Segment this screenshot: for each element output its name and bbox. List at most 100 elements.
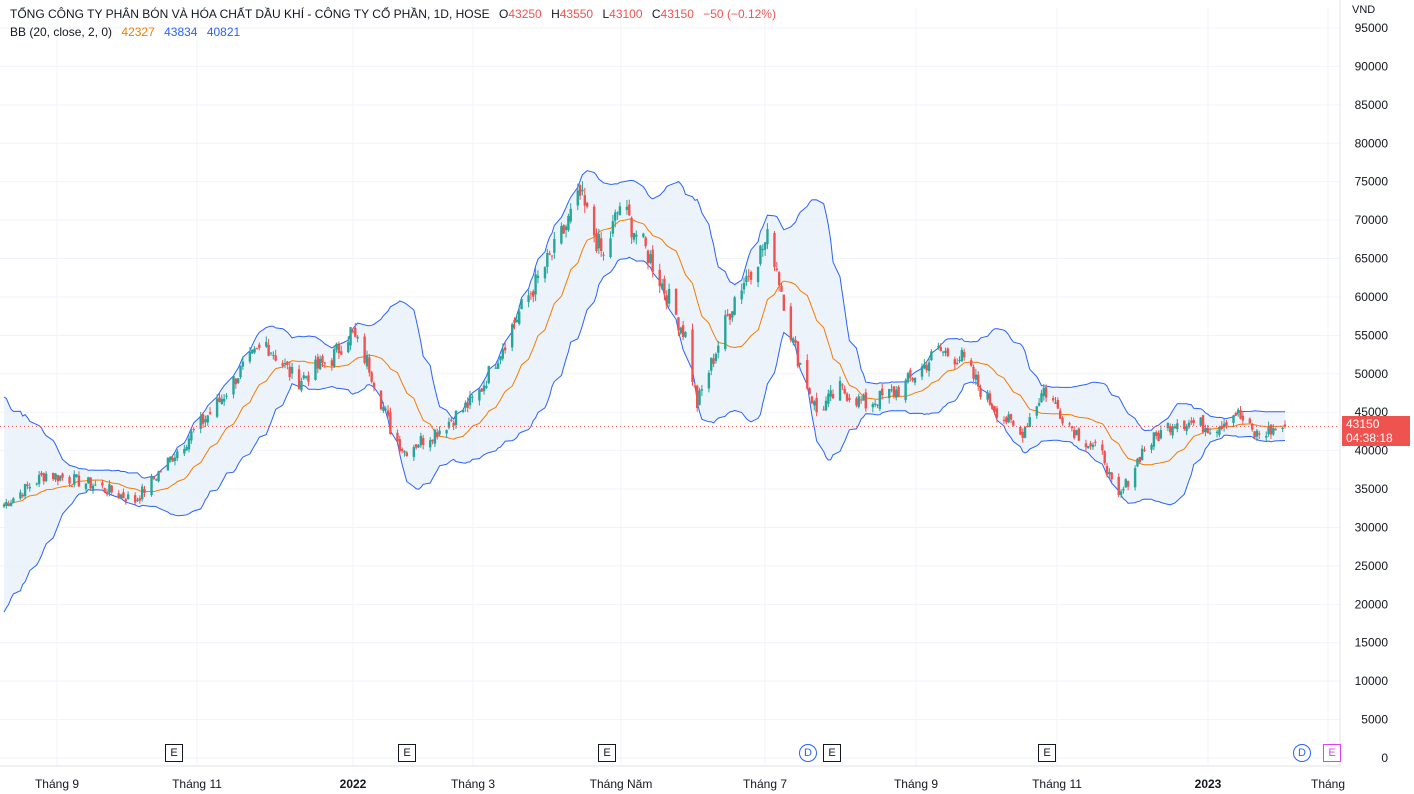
candle-body <box>726 314 729 316</box>
earnings-event-badge[interactable]: E <box>1323 744 1341 762</box>
candle-body <box>759 245 762 264</box>
candle-body <box>281 363 284 366</box>
indicator-upper-value: 43834 <box>164 25 198 39</box>
price-tick-label: 35000 <box>1355 482 1389 496</box>
candle-body <box>190 431 193 441</box>
candle-body <box>740 290 743 300</box>
candle-body <box>1073 430 1076 438</box>
candle-body <box>150 475 153 496</box>
candle-body <box>44 473 48 481</box>
candle-body <box>972 366 975 379</box>
candle-body <box>909 370 912 378</box>
candle-body <box>208 412 212 414</box>
candle-body <box>895 389 898 398</box>
candle-body <box>546 253 549 267</box>
candle-body <box>550 255 554 257</box>
candle-body <box>660 283 664 289</box>
earnings-event-badge[interactable]: E <box>165 744 183 762</box>
price-tick-label: 70000 <box>1355 213 1389 227</box>
candle-body <box>255 347 259 349</box>
price-axis[interactable]: 0 5000 10000 15000 20000 25000 30000 35000 40000… <box>1355 21 1389 765</box>
candle-body <box>87 477 90 484</box>
candle-body <box>171 457 174 462</box>
candle-body <box>553 238 556 253</box>
candle-body <box>1005 417 1008 423</box>
price-tick-label: 20000 <box>1355 597 1389 611</box>
price-tick-label: 45000 <box>1355 405 1389 419</box>
candle-body <box>824 400 828 411</box>
candle-body <box>1108 471 1111 475</box>
candle-body <box>1255 430 1259 437</box>
candle-body <box>684 332 687 337</box>
candle-body <box>698 390 701 405</box>
candle-body <box>651 249 654 272</box>
candle-body <box>794 340 797 343</box>
time-axis[interactable]: Tháng 9 Tháng 11 2022 Tháng 3 Tháng Năm Tháng… <box>35 777 1345 791</box>
candle-body <box>857 396 860 407</box>
candle-body <box>843 388 846 394</box>
dividend-event-badge[interactable]: D <box>1293 744 1311 762</box>
candle-body <box>578 185 582 196</box>
candle-body <box>382 406 385 411</box>
time-tick-label: 2023 <box>1195 777 1222 791</box>
candle-body <box>815 397 818 413</box>
last-price-value: 43150 <box>1346 417 1380 431</box>
candle-body <box>187 438 191 450</box>
candle-body <box>939 346 942 351</box>
candle-body <box>1140 448 1144 461</box>
candle-body <box>911 378 914 381</box>
candle-body <box>871 404 875 408</box>
time-tick-label: Tháng 9 <box>35 777 79 791</box>
candle-body <box>119 494 123 499</box>
candle-body <box>602 254 605 256</box>
candle-body <box>1138 456 1142 463</box>
candle-body <box>300 381 303 391</box>
candle-body <box>267 344 270 356</box>
candle-body <box>73 474 76 485</box>
candle-body <box>892 386 896 397</box>
candle-body <box>447 421 451 428</box>
dividend-event-badge[interactable]: D <box>799 744 817 762</box>
candle-body <box>1110 472 1113 480</box>
candle-body <box>766 229 769 245</box>
candle-body <box>813 401 816 406</box>
candle-body <box>855 398 858 406</box>
candle-body <box>567 216 570 231</box>
candle-body <box>265 341 268 347</box>
candle-body <box>494 367 497 369</box>
candle-body <box>838 380 842 401</box>
candle-body <box>979 387 982 397</box>
earnings-event-badge[interactable]: E <box>398 744 416 762</box>
candle-body <box>70 485 74 487</box>
candle-body <box>386 410 390 416</box>
candle-body <box>1236 409 1240 413</box>
candle-body <box>1281 427 1284 430</box>
candle-body <box>368 357 371 373</box>
earnings-event-badge[interactable]: E <box>823 744 841 762</box>
candle-body <box>810 396 814 404</box>
candle-body <box>485 386 488 388</box>
last-price-tag: 43150 04:38:18 <box>1342 416 1410 446</box>
candle-body <box>1068 423 1071 425</box>
candle-body <box>888 389 891 399</box>
price-tick-label: 5000 <box>1361 713 1388 727</box>
candle-body <box>1154 432 1158 436</box>
candle-body <box>944 350 947 353</box>
candle-body <box>1061 417 1064 424</box>
candle-body <box>166 457 170 471</box>
candle-body <box>1103 451 1106 464</box>
candle-body <box>1117 476 1120 496</box>
candle-body <box>906 373 910 383</box>
time-tick-label: Tháng <box>1311 777 1345 791</box>
candle-body <box>618 206 622 216</box>
earnings-event-badge[interactable]: E <box>598 744 616 762</box>
candle-body <box>628 204 631 216</box>
earnings-event-badge[interactable]: E <box>1038 744 1056 762</box>
candle-body <box>501 349 505 359</box>
indicator-legend[interactable]: BB (20, close, 2, 0) 42327 43834 40821 <box>10 24 246 40</box>
candle-body <box>173 457 177 462</box>
candle-body <box>1187 422 1191 428</box>
candle-body <box>21 494 24 497</box>
candle-body <box>503 347 507 351</box>
